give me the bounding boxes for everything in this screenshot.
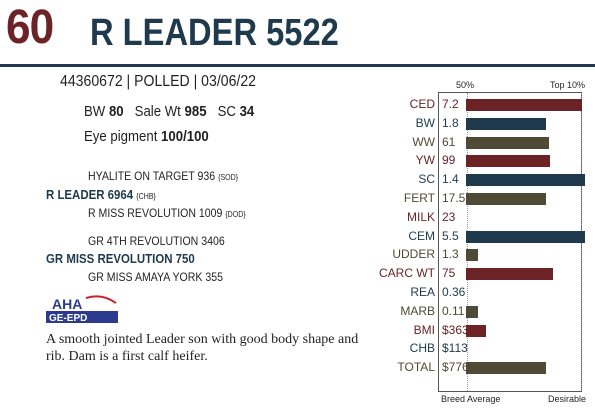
epd-value: 61 (442, 134, 456, 149)
epd-bar (466, 117, 546, 130)
logo-bottom-text: GE-EPD (49, 313, 87, 323)
epd-trait-label: YW (415, 153, 435, 168)
epd-row: TOTAL $776 (0, 359, 595, 376)
performance-stats: BW 80 Sale Wt 985 SC 34 (84, 103, 254, 120)
sire-tag: {CHB} (136, 192, 156, 201)
pedigree-sire: R LEADER 6964 {CHB} (46, 187, 156, 202)
pedigree-sire-sire: HYALITE ON TARGET 936 {SOD} (88, 169, 238, 183)
epd-value: 99 (442, 153, 456, 168)
epd-value: 1.8 (442, 115, 459, 130)
epd-trait-label: BMI (413, 322, 435, 337)
epd-row: CEM 5.5 (0, 228, 595, 245)
eye-pigment: Eye pigment 100/100 (84, 128, 209, 145)
chart-bottom-left-label: Breed Average (441, 394, 501, 404)
epd-row: MARB 0.11 (0, 303, 595, 320)
lot-number: 60 (6, 1, 54, 54)
epd-trait-label: SC (418, 172, 435, 187)
epd-row: SC 1.4 (0, 171, 595, 188)
epd-value: $363 (442, 322, 469, 337)
epd-trait-label: FERT (403, 191, 435, 205)
sire-sire-tag: {SOD} (218, 173, 239, 182)
epd-bar (466, 324, 486, 337)
epd-value: $113 (442, 341, 468, 356)
epd-trait-label: TOTAL (397, 360, 435, 375)
epd-bar (466, 136, 549, 149)
epd-trait-label: CED (409, 97, 435, 111)
epd-bar (466, 99, 582, 111)
epd-value: 5.5 (442, 228, 459, 243)
epd-trait-label: MILK (406, 209, 435, 224)
sale-wt-label: Sale Wt (134, 103, 181, 120)
pedigree-sire-dam: R MISS REVOLUTION 1009 {DOD} (88, 206, 246, 220)
epd-value: 0.11 (442, 303, 465, 318)
pedigree-dam-dam: GR MISS AMAYA YORK 355 (88, 270, 223, 284)
chart-top-right-label: Top 10% (550, 80, 586, 90)
epd-value: $776 (442, 360, 469, 375)
epd-trait-label: WW (412, 134, 435, 149)
lot-description: A smooth jointed Leader son with good bo… (46, 332, 359, 364)
epd-value: 1.4 (442, 172, 459, 187)
sire-name: R LEADER 6964 (46, 187, 134, 202)
epd-value: 7.2 (442, 97, 459, 111)
sire-dam-tag: {DOD} (225, 210, 246, 219)
epd-row: MILK 23 (0, 209, 595, 226)
pedigree-dam-sire: GR 4TH REVOLUTION 3406 (88, 234, 225, 248)
aha-ge-epd-logo: AHA GE-EPD (46, 295, 118, 323)
sire-sire-name: HYALITE ON TARGET 936 (88, 169, 216, 183)
epd-bar (466, 362, 546, 375)
epd-value: 1.3 (442, 247, 459, 262)
epd-value: 0.36 (442, 285, 466, 299)
epd-row: YW 99 (0, 152, 595, 169)
epd-row: BMI $363 (0, 322, 595, 339)
epd-value: 17.5 (442, 191, 466, 205)
logo-top-text: AHA (52, 296, 82, 312)
epd-bar (466, 268, 553, 281)
epd-trait-label: CHB (409, 341, 435, 356)
epd-trait-label: CARC WT (379, 266, 435, 281)
animal-name: R LEADER 5522 (90, 12, 339, 54)
chart-top-left-label: 50% (456, 80, 475, 90)
chart-bottom-right-label: Desirable (548, 394, 587, 404)
epd-value: 23 (442, 209, 456, 224)
epd-trait-label: MARB (400, 303, 435, 318)
epd-value: 75 (442, 266, 456, 281)
epd-row: UDDER 1.3 (0, 246, 595, 263)
header-divider (0, 64, 595, 67)
sale-wt-value: 985 (184, 103, 207, 120)
epd-row: CARC WT 75 (0, 265, 595, 282)
epd-row: FERT 17.5 (0, 190, 595, 207)
epd-trait-label: CEM (408, 228, 435, 243)
bw-value: 80 (108, 103, 124, 120)
epd-row: WW 61 (0, 134, 595, 151)
eye-pigment-value: 100/100 (161, 128, 209, 145)
epd-bar (466, 249, 478, 262)
sc-value: 34 (239, 103, 255, 120)
epd-bar (466, 305, 478, 318)
epd-trait-label: BW (415, 115, 435, 130)
epd-trait-label: REA (410, 285, 435, 299)
pedigree-dam: GR MISS REVOLUTION 750 (46, 251, 195, 266)
epd-trait-label: UDDER (392, 247, 435, 262)
epd-bar (466, 193, 546, 205)
sire-dam-name: R MISS REVOLUTION 1009 (88, 206, 223, 220)
eye-pigment-label: Eye pigment (84, 128, 158, 145)
epd-row: CHB $113 (0, 340, 595, 357)
epd-row: CED 7.2 (0, 96, 595, 113)
epd-bar (466, 155, 550, 168)
registration-line: 44360672 | POLLED | 03/06/22 (60, 73, 256, 90)
epd-row: BW 1.8 (0, 115, 595, 132)
sc-label: SC (217, 103, 236, 120)
epd-row: REA 0.36 (0, 284, 595, 301)
epd-bar (466, 230, 585, 243)
bw-label: BW (84, 103, 106, 120)
epd-bar (466, 174, 585, 187)
